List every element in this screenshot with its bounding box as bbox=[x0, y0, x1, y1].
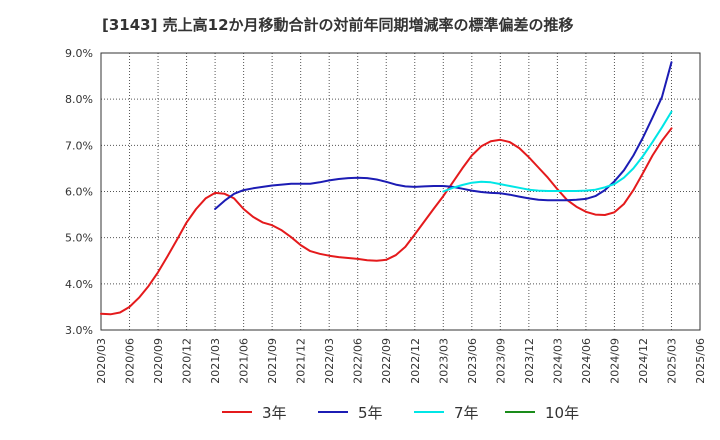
legend-swatch bbox=[222, 411, 252, 413]
legend-swatch bbox=[505, 411, 535, 413]
legend-swatch bbox=[414, 411, 444, 413]
x-tick-label: 2021/09 bbox=[266, 338, 279, 384]
plot-frame bbox=[100, 52, 701, 331]
grid bbox=[101, 53, 700, 330]
x-tick-label: 2021/03 bbox=[209, 338, 222, 384]
x-tick-label: 2020/12 bbox=[181, 338, 194, 384]
x-tick-label: 2022/03 bbox=[323, 338, 336, 384]
x-tick-label: 2022/12 bbox=[409, 338, 422, 384]
x-tick-label: 2020/06 bbox=[124, 338, 137, 384]
x-tick-label: 2024/12 bbox=[637, 338, 650, 384]
y-tick-label: 7.0% bbox=[65, 139, 93, 152]
y-tick-label: 8.0% bbox=[65, 93, 93, 106]
y-tick-labels: 9.0% 8.0% 7.0% 6.0% 5.0% 4.0% 3.0% bbox=[65, 47, 93, 337]
legend-label: 5年 bbox=[358, 403, 383, 422]
y-tick-label: 9.0% bbox=[65, 47, 93, 60]
chart-title: [3143] 売上高12か月移動合計の対前年同期増減率の標準偏差の推移 bbox=[102, 16, 574, 34]
x-tick-label: 2025/03 bbox=[665, 338, 678, 384]
legend-item: 10年 bbox=[505, 398, 579, 426]
x-tick-label: 2024/09 bbox=[608, 338, 621, 384]
x-tick-label: 2023/09 bbox=[494, 338, 507, 384]
legend-label: 7年 bbox=[454, 403, 479, 422]
legend-item: 5年 bbox=[318, 398, 383, 426]
x-tick-labels: 2020/03 2020/06 2020/09 2020/12 2021/03 2021/… bbox=[95, 338, 707, 384]
x-tick-label: 2024/03 bbox=[551, 338, 564, 384]
x-tick-label: 2022/06 bbox=[352, 338, 365, 384]
axes bbox=[100, 52, 701, 331]
x-tick-label: 2022/09 bbox=[380, 338, 393, 384]
y-tick-label: 4.0% bbox=[65, 278, 93, 291]
x-tick-label: 2023/03 bbox=[437, 338, 450, 384]
series-layer bbox=[100, 61, 673, 316]
x-tick-label: 2025/06 bbox=[694, 338, 707, 384]
x-tick-label: 2023/06 bbox=[466, 338, 479, 384]
x-tick-label: 2024/06 bbox=[580, 338, 593, 384]
legend-label: 3年 bbox=[262, 403, 287, 422]
y-tick-label: 6.0% bbox=[65, 186, 93, 199]
legend-swatch bbox=[318, 411, 348, 413]
legend: 3年 5年 7年 10年 bbox=[0, 398, 720, 426]
series-line-5年 bbox=[214, 61, 673, 210]
legend-label: 10年 bbox=[545, 403, 580, 422]
legend-item: 7年 bbox=[414, 398, 479, 426]
x-tick-label: 2023/12 bbox=[523, 338, 536, 384]
x-tick-label: 2021/06 bbox=[238, 338, 251, 384]
series-line-7年 bbox=[442, 110, 673, 193]
x-tick-label: 2020/09 bbox=[152, 338, 165, 384]
y-tick-label: 3.0% bbox=[65, 324, 93, 337]
x-tick-label: 2021/12 bbox=[295, 338, 308, 384]
y-tick-label: 5.0% bbox=[65, 232, 93, 245]
series-line-3年 bbox=[100, 127, 673, 316]
x-tick-label: 2020/03 bbox=[95, 338, 108, 384]
legend-item: 3年 bbox=[222, 398, 287, 426]
